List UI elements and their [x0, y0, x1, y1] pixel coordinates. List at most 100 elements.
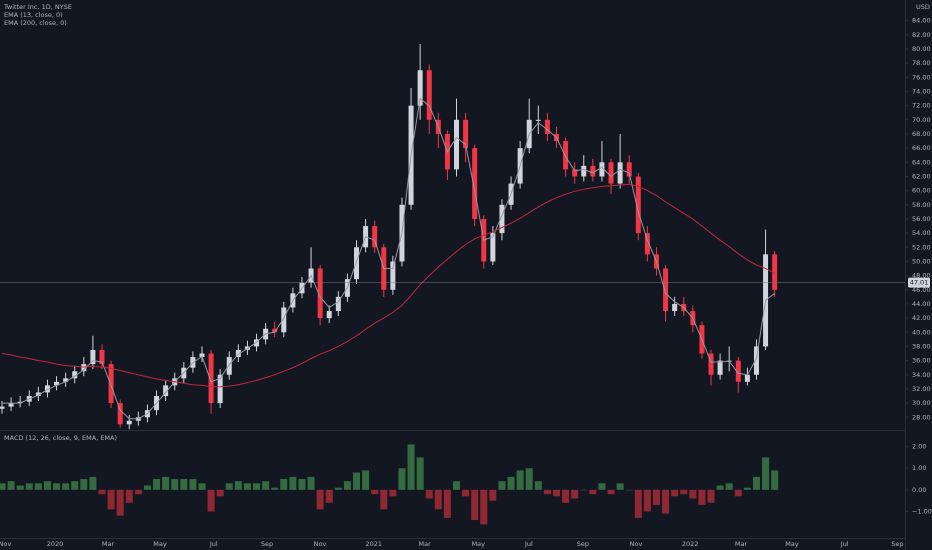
macd-bar	[607, 489, 615, 495]
macd-bar	[207, 489, 215, 512]
macd-bar	[662, 489, 670, 514]
macd-bar	[189, 479, 197, 490]
candle-body	[226, 357, 232, 375]
candle-body	[453, 119, 459, 170]
macd-bar	[271, 487, 279, 490]
last-price-box	[908, 277, 930, 288]
candle-body	[17, 401, 23, 404]
macd-bar	[262, 481, 270, 490]
macd-bar	[325, 489, 333, 503]
y-tick-label: 40.00	[912, 328, 931, 336]
macd-bar	[134, 489, 142, 495]
candle-body	[163, 385, 169, 397]
candle-body	[572, 169, 578, 177]
legend-entry: EMA (200, close, 0)	[4, 19, 67, 27]
x-tick-label: 2022	[682, 540, 699, 548]
x-tick-label: Jul	[209, 540, 218, 548]
macd-bar	[534, 481, 542, 490]
candle-body	[499, 204, 505, 234]
candle-body	[8, 403, 14, 407]
macd-bar	[116, 489, 124, 516]
x-tick-label: Sep	[577, 540, 589, 548]
macd-bar	[98, 489, 106, 495]
candle-body	[717, 360, 723, 375]
y-tick-label: 56.00	[912, 215, 931, 223]
macd-bar	[62, 483, 70, 490]
candle-body	[663, 268, 669, 312]
legend-entry: EMA (13, close, 0)	[4, 11, 63, 19]
macd-bar	[280, 479, 288, 490]
macd-bar	[25, 483, 33, 490]
macd-bar	[580, 489, 588, 491]
macd-bar	[771, 470, 779, 490]
x-tick-label: May	[785, 540, 799, 548]
candle-body	[617, 162, 623, 184]
macd-bar	[643, 489, 651, 512]
macd-bar	[398, 468, 406, 490]
macd-bar	[598, 483, 606, 490]
macd-bar	[253, 483, 261, 490]
macd-bar	[216, 489, 224, 497]
candle-body	[317, 268, 323, 319]
x-tick-label: Mar	[419, 540, 432, 548]
macd-bar	[180, 479, 188, 490]
macd-bar	[689, 489, 697, 499]
macd-bar	[425, 489, 433, 499]
macd-bar	[652, 489, 660, 505]
candle-body	[335, 296, 341, 312]
macd-bar	[362, 470, 370, 490]
y-tick-label: 78.00	[912, 59, 931, 67]
candle-body	[326, 311, 332, 319]
macd-bar	[671, 489, 679, 497]
candle-body	[472, 148, 478, 219]
candle-body	[590, 165, 596, 177]
macd-bar	[162, 476, 170, 490]
y-tick-label: 32.00	[912, 385, 931, 393]
y-tick-label: 84.00	[912, 17, 931, 25]
candle-body	[708, 353, 714, 375]
macd-bar	[80, 479, 88, 490]
macd-bar	[634, 489, 642, 518]
macd-title: MACD (12, 26, close, 9, EMA, EMA)	[4, 434, 117, 442]
candle-body	[390, 261, 396, 290]
ema-line	[2, 97, 775, 420]
candle-body	[672, 303, 678, 312]
macd-bar	[53, 483, 61, 490]
last-price-label: 47.01	[910, 279, 929, 287]
x-tick-label: Jul	[840, 540, 849, 548]
candle-body	[735, 360, 741, 382]
y-tick-label: 82.00	[912, 31, 931, 39]
macd-bar	[734, 489, 742, 497]
macd-bar	[143, 485, 151, 490]
y-tick-label: 68.00	[912, 130, 931, 138]
y-tick-label: 34.00	[912, 371, 931, 379]
macd-bar	[0, 483, 6, 490]
macd-bar	[589, 489, 597, 495]
macd-bar	[407, 444, 415, 490]
candle-body	[354, 247, 360, 280]
y-tick-label: 76.00	[912, 73, 931, 81]
y-tick-label: 52.00	[912, 243, 931, 251]
x-tick-label: May	[153, 540, 167, 548]
candle-body	[372, 226, 378, 248]
candle-body	[608, 162, 614, 184]
candle-body	[90, 349, 96, 365]
x-tick-label: 2020	[47, 540, 64, 548]
x-tick-label: May	[472, 540, 486, 548]
macd-bar	[289, 476, 297, 490]
x-tick-label: Sep	[261, 540, 273, 548]
macd-bar	[752, 476, 760, 490]
y-tick-label: 48.00	[912, 272, 931, 280]
y-tick-label: 66.00	[912, 144, 931, 152]
x-tick-label: Nov	[314, 540, 327, 548]
y-tick-label: 36.00	[912, 357, 931, 365]
candle-body	[490, 233, 496, 262]
macd-bar	[34, 483, 42, 490]
y-tick-label: 74.00	[912, 87, 931, 95]
macd-bar	[153, 479, 161, 490]
candle-body	[281, 307, 287, 333]
candle-body	[63, 378, 69, 382]
candle-body	[635, 176, 641, 234]
candle-body	[599, 162, 605, 177]
